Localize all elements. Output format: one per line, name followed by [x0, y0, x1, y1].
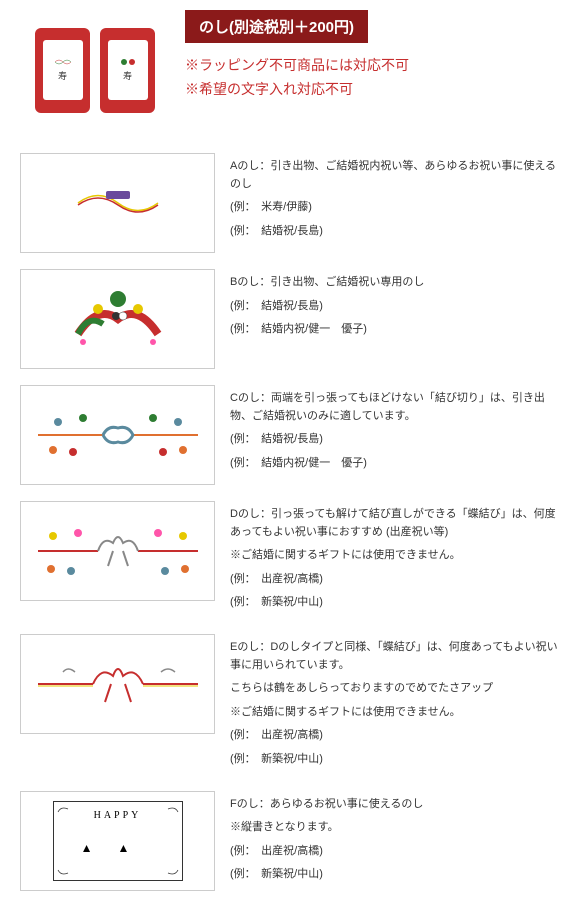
- noshi-item-f: HAPPY ▲▲ Fのし：あらゆるお祝い事に使えるのし ※縦書きとなります。 (…: [0, 783, 583, 899]
- noshi-item-c: Cのし：両端を引っ張ってもほどけない「結び切り」は、引き出物、ご結婚祝いのみに適…: [0, 377, 583, 493]
- example-1: (例： 結婚祝/長島): [230, 298, 563, 316]
- example-2: (例： 新築祝/中山): [230, 594, 563, 612]
- desc-text: Aのし：引き出物、ご結婚祝内祝い等、あらゆるお祝い事に使えるのし: [230, 158, 563, 193]
- example-2: (例： 結婚内祝/健一 優子): [230, 321, 563, 339]
- header-text: のし(別途税別＋200円) ※ラッピング不可商品には対応不可 ※希望の文字入れ対…: [185, 10, 583, 130]
- example-2: (例： 新築祝/中山): [230, 751, 563, 769]
- price-badge: のし(別途税別＋200円): [185, 10, 368, 43]
- desc-text: Bのし：引き出物、ご結婚祝い専用のし: [230, 274, 563, 292]
- noshi-desc-c: Cのし：両端を引っ張ってもほどけない「結び切り」は、引き出物、ご結婚祝いのみに適…: [230, 385, 563, 478]
- desc-text: Fのし：あらゆるお祝い事に使えるのし: [230, 796, 563, 814]
- noshi-image-e: [20, 634, 215, 734]
- example-2: (例： 結婚祝/長島): [230, 223, 563, 241]
- noshi-desc-b: Bのし：引き出物、ご結婚祝い専用のし (例： 結婚祝/長島) (例： 結婚内祝/…: [230, 269, 563, 345]
- noshi-item-d: Dのし：引っ張っても解けて結び直しができる「蝶結び」は、何度あってもよい祝い事に…: [0, 493, 583, 626]
- desc-text: Cのし：両端を引っ張ってもほどけない「結び切り」は、引き出物、ご結婚祝いのみに適…: [230, 390, 563, 425]
- noshi-desc-a: Aのし：引き出物、ご結婚祝内祝い等、あらゆるお祝い事に使えるのし (例： 米寿/…: [230, 153, 563, 246]
- example-1: (例： 出産祝/高橋): [230, 571, 563, 589]
- noshi-item-b: Bのし：引き出物、ご結婚祝い専用のし (例： 結婚祝/長島) (例： 結婚内祝/…: [0, 261, 583, 377]
- noshi-desc-f: Fのし：あらゆるお祝い事に使えるのし ※縦書きとなります。 (例： 出産祝/高橋…: [230, 791, 563, 890]
- happy-marks: ▲▲: [81, 841, 155, 855]
- desc-text: Dのし：引っ張っても解けて結び直しができる「蝶結び」は、何度あってもよい祝い事に…: [230, 506, 563, 541]
- noshi-image-c: [20, 385, 215, 485]
- example-1: (例： 米寿/伊藤): [230, 199, 563, 217]
- noshi-image-a: [20, 153, 215, 253]
- example-1: (例： 出産祝/高橋): [230, 727, 563, 745]
- note-text: ※ご結婚に関するギフトには使用できません。: [230, 704, 563, 722]
- example-1: (例： 出産祝/高橋): [230, 843, 563, 861]
- example-2: (例： 新築祝/中山): [230, 866, 563, 884]
- warning-2: ※希望の文字入れ対応不可: [185, 79, 583, 99]
- noshi-item-e: Eのし：Dのしタイプと同様、「蝶結び」は、何度あってもよい祝い事に用いられていま…: [0, 626, 583, 783]
- example-1: (例： 結婚祝/長島): [230, 431, 563, 449]
- happy-frame: HAPPY ▲▲: [53, 801, 183, 881]
- desc-text-2: こちらは鶴をあしらっておりますのでめでたさアップ: [230, 680, 563, 698]
- noshi-image-f: HAPPY ▲▲: [20, 791, 215, 891]
- noshi-desc-d: Dのし：引っ張っても解けて結び直しができる「蝶結び」は、何度あってもよい祝い事に…: [230, 501, 563, 618]
- noshi-desc-e: Eのし：Dのしタイプと同様、「蝶結び」は、何度あってもよい祝い事に用いられていま…: [230, 634, 563, 775]
- header-section: 寿 寿 のし(別途税別＋200円) ※ラッピング不可商品には対応不可 ※希望の文…: [0, 0, 583, 145]
- noshi-item-a: Aのし：引き出物、ご結婚祝内祝い等、あらゆるお祝い事に使えるのし (例： 米寿/…: [0, 145, 583, 261]
- gift-box-left: 寿: [35, 28, 90, 113]
- desc-text: Eのし：Dのしタイプと同様、「蝶結び」は、何度あってもよい祝い事に用いられていま…: [230, 639, 563, 674]
- noshi-image-b: [20, 269, 215, 369]
- note-text: ※ご結婚に関するギフトには使用できません。: [230, 547, 563, 565]
- example-2: (例： 結婚内祝/健一 優子): [230, 455, 563, 473]
- desc-text-2: ※縦書きとなります。: [230, 819, 563, 837]
- warning-1: ※ラッピング不可商品には対応不可: [185, 55, 583, 75]
- happy-label: HAPPY: [94, 810, 142, 821]
- header-image: 寿 寿: [20, 10, 170, 130]
- gift-box-right: 寿: [100, 28, 155, 113]
- noshi-image-d: [20, 501, 215, 601]
